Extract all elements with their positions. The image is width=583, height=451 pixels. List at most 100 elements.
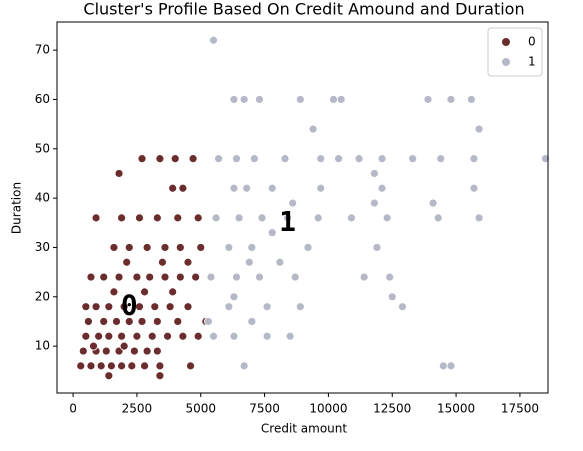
y-tick-label: 40 bbox=[35, 191, 50, 205]
point bbox=[142, 346, 152, 356]
point bbox=[124, 243, 134, 252]
point bbox=[193, 213, 203, 223]
point bbox=[255, 272, 264, 282]
point bbox=[119, 341, 129, 351]
point bbox=[186, 361, 195, 371]
point bbox=[114, 272, 124, 282]
point bbox=[99, 317, 109, 326]
point bbox=[385, 272, 395, 282]
cluster-annotation: 0 bbox=[121, 289, 138, 322]
point bbox=[316, 154, 326, 164]
point bbox=[137, 317, 147, 326]
point bbox=[232, 154, 241, 164]
point bbox=[229, 95, 239, 104]
point bbox=[224, 243, 234, 252]
point bbox=[267, 228, 277, 238]
y-tick-label: 50 bbox=[35, 141, 50, 155]
point bbox=[117, 213, 126, 223]
point bbox=[229, 292, 239, 302]
legend-label: 0 bbox=[528, 35, 536, 49]
point bbox=[334, 154, 344, 164]
x-tick-label: 17500 bbox=[501, 402, 539, 416]
y-tick-label: 10 bbox=[35, 339, 50, 353]
point bbox=[86, 272, 96, 282]
point bbox=[142, 243, 152, 252]
point bbox=[117, 331, 126, 341]
point bbox=[295, 302, 305, 312]
point bbox=[257, 213, 267, 223]
point bbox=[214, 154, 224, 164]
point bbox=[78, 346, 88, 356]
point bbox=[428, 198, 438, 208]
point bbox=[158, 257, 167, 267]
point bbox=[247, 243, 257, 252]
point bbox=[106, 361, 116, 371]
point bbox=[91, 302, 101, 312]
point bbox=[438, 361, 448, 371]
point bbox=[239, 95, 249, 104]
point bbox=[382, 213, 392, 223]
point bbox=[224, 302, 234, 312]
point bbox=[147, 331, 157, 341]
point bbox=[129, 346, 139, 356]
point bbox=[178, 183, 188, 193]
point bbox=[135, 302, 144, 312]
point bbox=[160, 272, 170, 282]
point bbox=[91, 213, 101, 223]
y-tick-label: 60 bbox=[35, 92, 50, 106]
point bbox=[467, 95, 476, 104]
y-axis-label: Duration bbox=[10, 182, 24, 234]
point bbox=[423, 95, 433, 104]
point bbox=[119, 302, 129, 312]
point bbox=[249, 154, 259, 164]
plot-frame bbox=[56, 21, 549, 394]
point bbox=[436, 154, 446, 164]
point bbox=[329, 95, 338, 104]
point bbox=[152, 213, 162, 223]
point bbox=[168, 183, 178, 193]
point bbox=[173, 213, 183, 223]
point bbox=[155, 361, 165, 371]
x-tick-label: 7500 bbox=[249, 402, 280, 416]
x-tick-label: 15000 bbox=[437, 402, 475, 416]
point bbox=[262, 331, 272, 341]
point bbox=[469, 154, 479, 164]
point bbox=[101, 346, 111, 356]
point bbox=[104, 331, 114, 341]
point bbox=[173, 317, 183, 326]
point bbox=[446, 95, 456, 104]
point bbox=[446, 361, 456, 371]
x-axis-label: Credit amount bbox=[261, 422, 347, 436]
point bbox=[140, 361, 149, 371]
x-tick-label: 10000 bbox=[309, 402, 347, 416]
point bbox=[165, 302, 175, 312]
point bbox=[160, 243, 170, 252]
legend-marker bbox=[501, 37, 511, 47]
point bbox=[178, 331, 188, 341]
point bbox=[163, 331, 172, 341]
point bbox=[267, 183, 277, 193]
point bbox=[433, 213, 443, 223]
point bbox=[124, 317, 134, 326]
y-tick-label: 70 bbox=[35, 43, 50, 57]
point bbox=[372, 243, 382, 252]
point bbox=[474, 213, 484, 223]
point bbox=[127, 361, 137, 371]
point bbox=[94, 331, 104, 341]
point bbox=[541, 154, 550, 164]
point bbox=[359, 272, 369, 282]
point bbox=[152, 346, 162, 356]
point bbox=[109, 287, 119, 297]
point bbox=[369, 169, 379, 178]
point bbox=[170, 154, 180, 164]
legend-marker bbox=[501, 57, 511, 67]
point bbox=[196, 243, 206, 252]
point bbox=[132, 272, 142, 282]
point bbox=[377, 154, 387, 164]
point bbox=[168, 287, 178, 297]
point bbox=[150, 302, 160, 312]
point bbox=[209, 35, 218, 45]
point bbox=[104, 371, 114, 381]
point bbox=[387, 292, 397, 302]
